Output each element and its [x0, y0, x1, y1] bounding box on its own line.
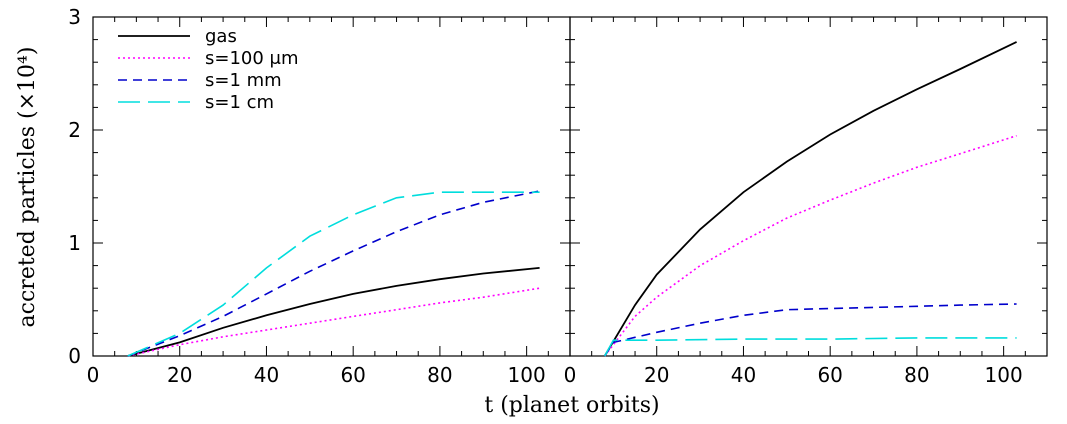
y-tick-label: 2	[68, 118, 81, 142]
legend-label: s=1 mm	[205, 70, 282, 91]
x-tick-label: 20	[644, 363, 669, 387]
y-tick-label: 3	[68, 5, 81, 29]
x-tick-label: 40	[731, 363, 756, 387]
x-tick-label: 100	[508, 363, 546, 387]
x-tick-label: 0	[87, 363, 100, 387]
y-tick-label: 0	[68, 344, 81, 368]
series-line-s-100-m	[604, 134, 1017, 357]
series-line-gas	[127, 267, 540, 357]
x-tick-label: 20	[167, 363, 192, 387]
y-axis-label: accreted particles (×10⁴)	[15, 47, 40, 328]
legend-label: s=1 cm	[205, 92, 274, 113]
x-axis-label: t (planet orbits)	[484, 393, 659, 418]
series-line-gas	[603, 41, 1017, 357]
x-tick-label: 80	[904, 363, 929, 387]
legend-label: gas	[205, 26, 237, 47]
right-panel: 0 20 40 60 80 100	[564, 16, 1048, 387]
left-panel: 0 20 40 60 80 100 0 1 2 3	[68, 5, 571, 387]
series-line-s-1-cm	[603, 337, 1017, 357]
legend-label: s=100 μm	[205, 48, 299, 69]
x-tick-label: 100	[985, 363, 1023, 387]
plot-frame	[92, 16, 571, 357]
x-tick-label: 60	[340, 363, 365, 387]
x-tick-label: 0	[564, 363, 577, 387]
x-tick-label: 60	[817, 363, 842, 387]
series-line-s-100-m	[127, 287, 540, 357]
series-line-s-1-cm	[127, 191, 540, 357]
x-tick-label: 40	[254, 363, 279, 387]
x-tick-label: 80	[427, 363, 452, 387]
y-tick-label: 1	[68, 231, 81, 255]
series-line-s-1-mm	[604, 303, 1017, 357]
series-line-s-1-mm	[127, 190, 540, 357]
